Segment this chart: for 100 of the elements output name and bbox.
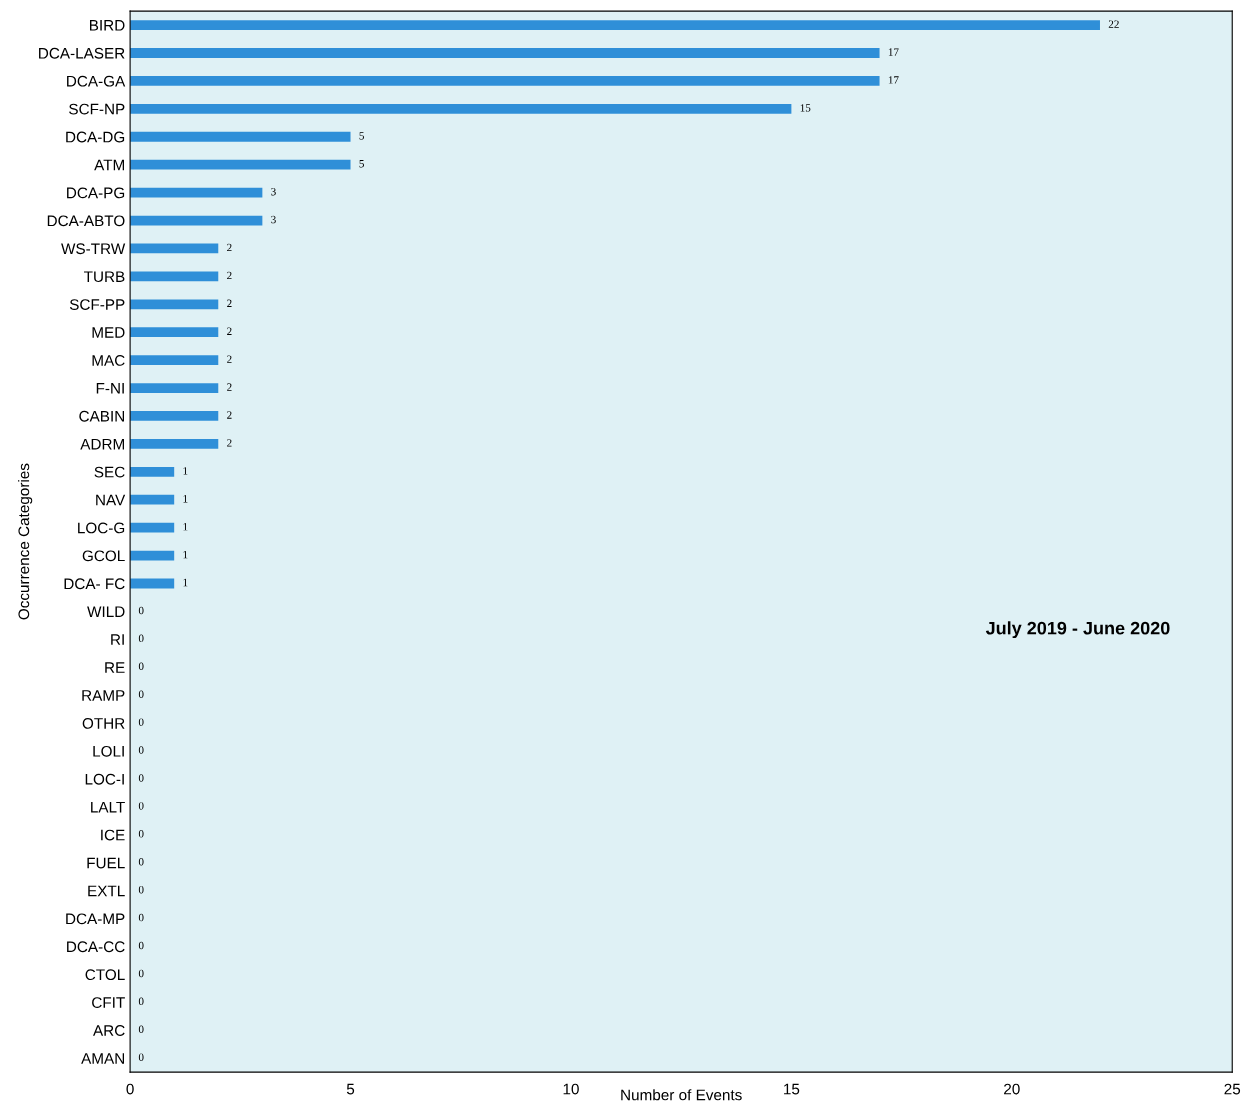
y-tick-label: OTHR xyxy=(82,717,125,729)
data-label: 1 xyxy=(183,467,188,475)
y-tick-label: DCA-ABTO xyxy=(47,215,125,227)
bar xyxy=(130,466,175,477)
y-tick-label: DCA-CC xyxy=(67,941,125,953)
y-tick-label: EXTL xyxy=(88,885,125,897)
data-label: 0 xyxy=(138,774,144,782)
y-tick-label: RAMP xyxy=(82,690,125,701)
bar xyxy=(130,20,1100,30)
y-axis-title: Occurrence Categories xyxy=(18,463,33,620)
y-tick-label: WS-TRW xyxy=(61,243,126,255)
data-label: 1 xyxy=(183,522,188,531)
bar xyxy=(130,159,351,170)
data-label: 2 xyxy=(227,383,232,391)
data-label: 17 xyxy=(888,76,899,84)
data-label: 0 xyxy=(138,746,144,754)
x-tick-label: 0 xyxy=(126,1083,134,1095)
x-tick-label: 5 xyxy=(346,1083,355,1095)
y-tick-label: NAV xyxy=(96,494,126,506)
data-label: 0 xyxy=(138,997,144,1006)
y-tick-label: LALT xyxy=(91,801,125,813)
y-tick-label: DCA-DG xyxy=(66,131,125,143)
data-label: 0 xyxy=(138,690,144,698)
data-label: 0 xyxy=(138,941,144,950)
y-tick-label: SEC xyxy=(94,466,125,478)
y-tick-label: CTOL xyxy=(85,969,125,981)
bar xyxy=(130,103,792,114)
bar xyxy=(130,383,219,393)
y-tick-label: LOLI xyxy=(93,745,124,757)
y-tick-label: ARC xyxy=(93,1025,125,1036)
y-tick-label: TURB xyxy=(84,271,125,283)
data-label: 0 xyxy=(138,634,144,643)
data-label: 15 xyxy=(800,104,811,112)
bar xyxy=(130,271,219,282)
bar xyxy=(130,550,175,561)
y-tick-label: DCA- FC xyxy=(64,578,125,590)
y-tick-label: AMAN xyxy=(81,1053,124,1064)
bar xyxy=(130,439,219,449)
bar xyxy=(130,187,263,198)
y-tick-label: ICE xyxy=(101,829,125,841)
y-tick-label: ADRM xyxy=(80,438,124,450)
y-tick-label: LOC-G xyxy=(78,522,125,534)
bar xyxy=(130,48,880,58)
bar xyxy=(130,411,219,421)
data-label: 0 xyxy=(138,802,144,810)
bar xyxy=(130,578,175,589)
data-label: 2 xyxy=(227,355,232,363)
data-label: 2 xyxy=(227,271,232,280)
data-label: 5 xyxy=(359,132,364,140)
data-label: 0 xyxy=(138,606,144,615)
data-label: 1 xyxy=(183,578,188,587)
y-tick-label: LOC-I xyxy=(85,773,124,785)
data-label: 0 xyxy=(138,1053,144,1061)
data-label: 3 xyxy=(271,187,276,196)
y-tick-label: MAC xyxy=(92,354,125,366)
data-label: 1 xyxy=(183,550,188,559)
data-label: 3 xyxy=(271,215,276,224)
data-label: 2 xyxy=(227,411,232,419)
data-label: 0 xyxy=(138,1025,144,1034)
data-label: 1 xyxy=(183,495,188,503)
data-label: 17 xyxy=(888,48,899,56)
y-tick-label: BIRD xyxy=(89,20,125,31)
bar xyxy=(130,76,880,86)
y-tick-label: ATM xyxy=(94,159,124,171)
data-label: 0 xyxy=(138,830,144,838)
data-label: 0 xyxy=(138,885,144,894)
y-tick-label: DCA-MP xyxy=(66,913,125,925)
bar xyxy=(130,243,219,254)
x-tick-label: 15 xyxy=(784,1083,800,1095)
data-label: 2 xyxy=(227,439,232,447)
bar xyxy=(130,299,219,310)
data-label: 0 xyxy=(138,913,144,922)
x-tick-label: 20 xyxy=(1004,1083,1020,1095)
y-tick-label: MED xyxy=(92,327,125,338)
data-label: 0 xyxy=(138,718,144,726)
y-tick-label: CFIT xyxy=(92,997,125,1008)
y-tick-label: WILD xyxy=(87,606,125,617)
data-label: 0 xyxy=(138,857,144,866)
data-label: 2 xyxy=(227,299,232,307)
y-tick-label: RE xyxy=(105,662,125,673)
data-label: 0 xyxy=(138,969,144,978)
x-tick-label: 10 xyxy=(563,1083,579,1095)
data-label: 22 xyxy=(1108,20,1119,28)
y-tick-label: F-NI xyxy=(96,383,124,394)
data-label: 0 xyxy=(138,662,144,671)
y-tick-label: GCOL xyxy=(82,550,125,562)
data-label: 2 xyxy=(227,243,232,252)
y-tick-label: DCA-GA xyxy=(67,75,126,87)
y-tick-label: FUEL xyxy=(87,857,125,869)
data-label: 5 xyxy=(359,160,364,168)
y-tick-label: DCA-PG xyxy=(67,187,125,199)
y-tick-label: SCF-NP xyxy=(69,103,125,115)
y-tick-label: CABIN xyxy=(79,410,124,422)
bar xyxy=(130,522,175,533)
y-tick-label: SCF-PP xyxy=(69,299,125,310)
data-label: 2 xyxy=(227,327,232,335)
bar xyxy=(130,327,219,338)
bar xyxy=(130,355,219,366)
annotation: July 2019 - June 2020 xyxy=(985,621,1170,639)
x-tick-label: 25 xyxy=(1224,1083,1241,1095)
